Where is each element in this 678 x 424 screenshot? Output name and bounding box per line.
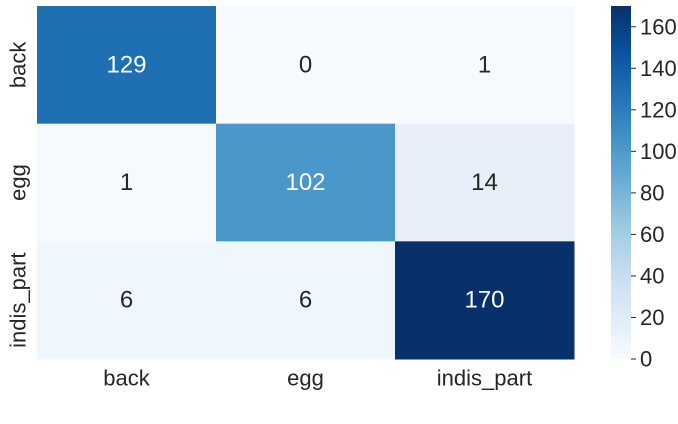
y-tick-label: egg	[6, 164, 31, 201]
heatmap-cell	[395, 123, 575, 242]
colorbar-tick-label: 100	[640, 139, 677, 164]
y-tick-label: back	[6, 41, 31, 88]
x-tick-label: egg	[287, 366, 324, 391]
cell-value-label: 1	[478, 51, 491, 78]
x-tick-labels: back egg indis_part	[103, 366, 532, 391]
heatmap-cell	[37, 6, 217, 125]
heatmap-cell	[395, 241, 575, 360]
colorbar: 0 20 40 60 80 100 120 140 160	[611, 6, 677, 372]
colorbar-tick-label: 0	[640, 347, 652, 372]
x-tick-label: indis_part	[437, 366, 532, 391]
cell-value-label: 102	[285, 169, 325, 196]
cell-value-label: 6	[299, 287, 312, 314]
colorbar-tick-label: 120	[640, 97, 677, 122]
colorbar-tick-label: 40	[640, 263, 664, 288]
heatmap-cell	[395, 6, 575, 125]
colorbar-tick-label: 80	[640, 180, 664, 205]
colorbar-gradient	[611, 6, 631, 359]
heatmap-cell	[216, 241, 396, 360]
cell-value-label: 1	[120, 169, 133, 196]
y-tick-label: indis_part	[6, 252, 31, 347]
cell-value-label: 14	[471, 169, 498, 196]
heatmap-cells: 129 0 1 1 102 14 6 6 170	[37, 6, 575, 360]
cell-value-label: 6	[120, 287, 133, 314]
colorbar-tick-label: 160	[640, 14, 677, 39]
cell-value-label: 0	[299, 51, 312, 78]
colorbar-tick-label: 20	[640, 305, 664, 330]
cell-value-label: 170	[464, 287, 504, 314]
heatmap-cell	[216, 123, 396, 242]
y-tick-labels: back egg indis_part	[6, 41, 31, 348]
colorbar-tick-label: 60	[640, 222, 664, 247]
colorbar-tick-label: 140	[640, 56, 677, 81]
heatmap-cell	[37, 123, 217, 242]
x-tick-label: back	[103, 366, 150, 391]
heatmap-cell	[37, 241, 217, 360]
heatmap-cell	[216, 6, 396, 125]
cell-value-label: 129	[106, 51, 146, 78]
